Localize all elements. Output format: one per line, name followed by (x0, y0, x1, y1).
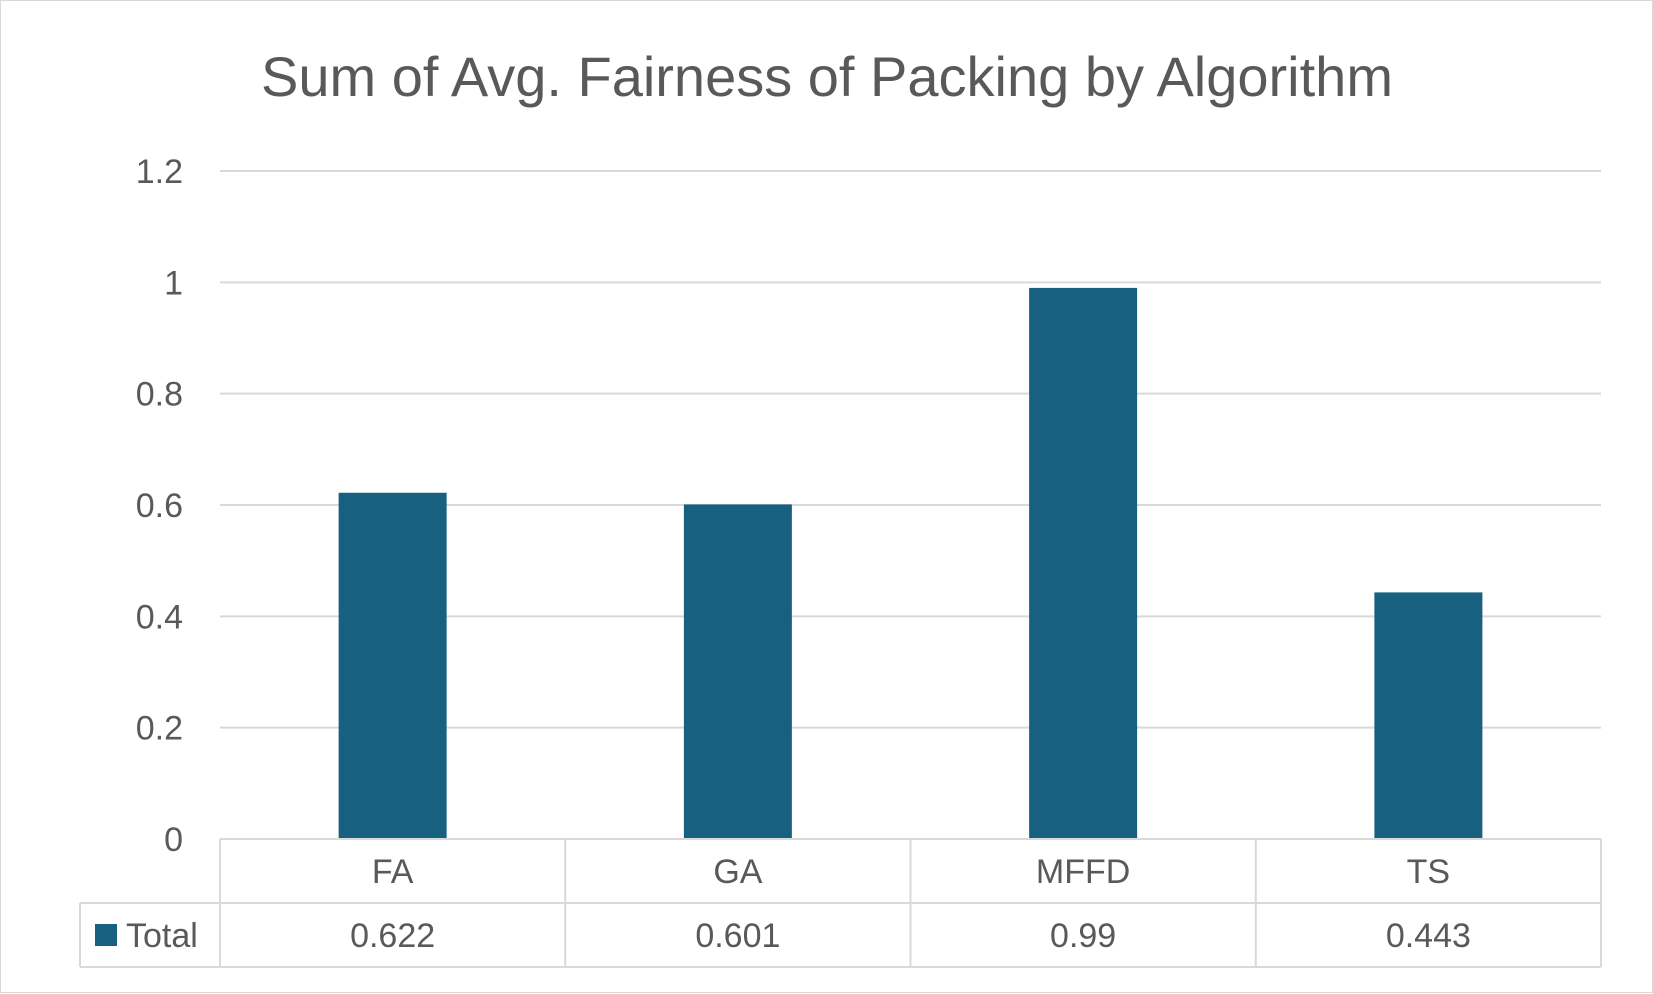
data-value-label: 0.622 (350, 917, 435, 955)
bar-ts (1374, 592, 1483, 839)
y-tick-label: 1 (164, 264, 183, 302)
y-tick-label: 0.2 (136, 710, 183, 748)
category-label: FA (372, 853, 414, 891)
y-tick-label: 0.8 (136, 376, 183, 414)
bars (338, 287, 1483, 839)
data-value-label: 0.443 (1386, 917, 1471, 955)
y-axis-ticks: 0 0.2 0.4 0.6 0.8 1 1.2 (136, 153, 183, 859)
y-tick-label: 0 (164, 821, 183, 859)
category-label: GA (713, 853, 762, 891)
data-value-label: 0.99 (1050, 917, 1116, 955)
y-tick-label: 0.4 (136, 598, 183, 636)
bar-mffd (1029, 287, 1138, 839)
category-label: MFFD (1036, 853, 1130, 891)
y-tick-label: 0.6 (136, 487, 183, 525)
legend-series-label: Total (126, 917, 198, 955)
legend-swatch (95, 924, 117, 946)
data-table: FA 0.622 GA 0.601 MFFD 0.99 TS 0.443 Total (79, 838, 1602, 968)
bar-fa (338, 492, 447, 839)
bar-ga (683, 504, 792, 839)
gridlines (220, 170, 1601, 729)
y-tick-label: 1.2 (136, 153, 183, 191)
chart-title: Sum of Avg. Fairness of Packing by Algor… (261, 45, 1393, 108)
data-value-label: 0.601 (695, 917, 780, 955)
category-label: TS (1407, 853, 1450, 891)
